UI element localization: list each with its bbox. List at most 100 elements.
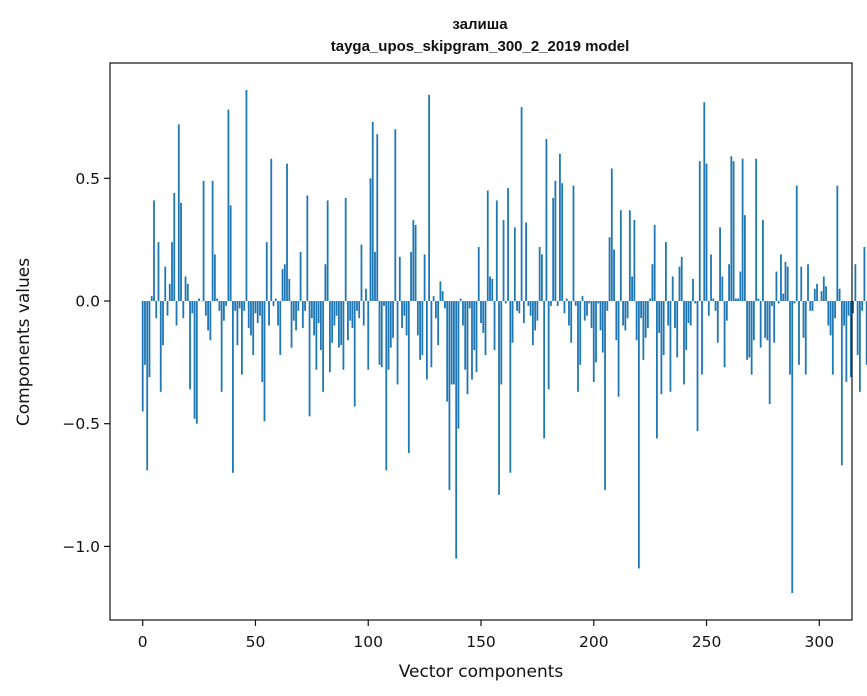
bar bbox=[450, 301, 453, 385]
bar bbox=[177, 124, 180, 302]
bar bbox=[563, 301, 566, 314]
bar bbox=[317, 301, 320, 324]
bar bbox=[669, 301, 672, 392]
bar bbox=[520, 107, 523, 302]
bar bbox=[344, 197, 347, 302]
bar bbox=[349, 301, 352, 321]
bar bbox=[757, 298, 760, 302]
bar bbox=[216, 298, 219, 302]
x-axis-label: Vector components bbox=[399, 662, 564, 682]
bar bbox=[227, 109, 230, 302]
bar bbox=[468, 301, 471, 309]
bar bbox=[667, 301, 670, 326]
bar bbox=[398, 256, 401, 302]
bar bbox=[831, 301, 834, 375]
bar bbox=[707, 301, 710, 316]
bar bbox=[698, 161, 701, 302]
bar bbox=[186, 283, 189, 302]
bar bbox=[466, 301, 469, 395]
bar bbox=[617, 301, 620, 397]
bar bbox=[813, 288, 816, 302]
x-tick-label: 150 bbox=[466, 633, 496, 651]
bar bbox=[385, 301, 388, 471]
bar bbox=[211, 180, 214, 302]
bar bbox=[338, 301, 340, 348]
bar bbox=[362, 301, 365, 326]
x-tick-label: 0 bbox=[138, 633, 148, 651]
bar bbox=[694, 301, 697, 304]
bar bbox=[498, 301, 500, 495]
bar bbox=[376, 134, 379, 302]
bar bbox=[281, 269, 284, 302]
bar bbox=[705, 163, 708, 302]
bar bbox=[653, 224, 656, 302]
x-tick-label: 250 bbox=[692, 633, 722, 651]
bar bbox=[360, 244, 363, 302]
bar bbox=[182, 301, 185, 319]
bar bbox=[768, 301, 771, 405]
bar bbox=[856, 301, 859, 355]
bar bbox=[631, 276, 633, 302]
bar bbox=[852, 301, 855, 314]
bar bbox=[331, 301, 334, 343]
bar bbox=[759, 301, 762, 348]
bar bbox=[858, 301, 861, 392]
bar bbox=[547, 301, 550, 390]
bar bbox=[728, 264, 730, 302]
bar bbox=[739, 271, 742, 302]
bar bbox=[407, 301, 410, 454]
bar bbox=[644, 301, 647, 338]
bar bbox=[153, 200, 155, 302]
bar bbox=[771, 301, 773, 306]
bar bbox=[865, 301, 867, 365]
bar bbox=[272, 301, 275, 306]
bar bbox=[301, 301, 304, 328]
bar bbox=[721, 276, 724, 302]
bar bbox=[556, 301, 559, 306]
bar bbox=[640, 301, 643, 319]
bar bbox=[495, 200, 498, 302]
bar bbox=[299, 251, 302, 302]
bar bbox=[198, 298, 200, 302]
bar bbox=[678, 266, 681, 302]
bar bbox=[225, 301, 228, 306]
bar bbox=[511, 301, 514, 343]
bar bbox=[710, 254, 712, 302]
bar bbox=[516, 301, 518, 311]
y-tick-label: 0.0 bbox=[75, 293, 100, 311]
bar bbox=[308, 301, 311, 417]
bar bbox=[430, 301, 433, 368]
bar bbox=[392, 301, 394, 338]
bar bbox=[428, 94, 431, 302]
bar bbox=[730, 156, 733, 302]
bar bbox=[473, 301, 476, 351]
bar bbox=[622, 301, 624, 326]
bar bbox=[193, 301, 196, 419]
bar bbox=[604, 301, 606, 490]
bar bbox=[480, 301, 482, 324]
bar bbox=[649, 298, 652, 302]
bar bbox=[173, 193, 176, 302]
bar bbox=[245, 89, 248, 302]
bar bbox=[322, 301, 325, 392]
bar bbox=[599, 301, 602, 331]
bar bbox=[475, 301, 478, 373]
bar bbox=[743, 215, 746, 302]
bar bbox=[750, 301, 753, 375]
bar bbox=[854, 264, 857, 302]
bar bbox=[310, 301, 313, 319]
bar bbox=[371, 121, 374, 302]
bar bbox=[265, 242, 268, 302]
bar bbox=[270, 158, 273, 302]
bar bbox=[351, 301, 354, 328]
bar bbox=[213, 254, 216, 302]
bar bbox=[802, 301, 805, 338]
bar bbox=[444, 301, 446, 309]
bar bbox=[734, 298, 737, 302]
bar bbox=[180, 202, 182, 302]
bar bbox=[619, 210, 622, 302]
bar bbox=[662, 301, 665, 355]
bar bbox=[565, 298, 568, 302]
bar bbox=[410, 251, 412, 302]
bar bbox=[843, 301, 845, 326]
